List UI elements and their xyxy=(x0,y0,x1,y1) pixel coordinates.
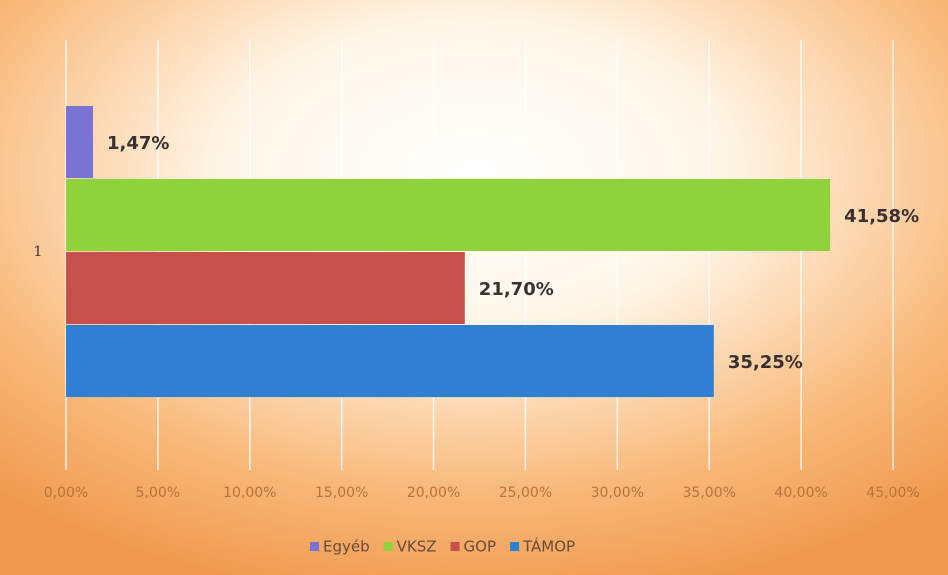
data-label: 35,25% xyxy=(728,352,803,373)
x-tick-label: 5,00% xyxy=(136,485,180,501)
data-label: 21,70% xyxy=(479,279,554,300)
legend-label: Egyéb xyxy=(323,538,370,556)
legend-label: GOP xyxy=(464,538,496,556)
x-tick-label: 20,00% xyxy=(407,485,460,501)
legend-swatch xyxy=(310,542,319,551)
x-tick-label: 45,00% xyxy=(866,485,919,501)
x-tick-label: 35,00% xyxy=(683,485,736,501)
legend-swatch xyxy=(510,542,520,551)
legend-swatch xyxy=(383,542,393,551)
bar xyxy=(66,179,831,251)
legend-label: TÁMOP xyxy=(522,537,575,556)
bar xyxy=(66,252,465,324)
x-tick-label: 0,00% xyxy=(44,485,88,501)
x-tick-label: 40,00% xyxy=(774,485,827,501)
legend-label: VKSZ xyxy=(397,538,437,556)
bar xyxy=(66,106,94,178)
x-tick-label: 10,00% xyxy=(223,485,276,501)
data-label: 41,58% xyxy=(844,206,919,227)
bar xyxy=(66,325,714,397)
y-tick-label: 1 xyxy=(34,244,43,260)
plot: 1,47% 41,58% 21,70% 35,25% xyxy=(66,106,919,397)
x-tick-label: 15,00% xyxy=(315,485,368,501)
x-tick-label: 30,00% xyxy=(591,485,644,501)
legend-swatch xyxy=(450,542,460,551)
x-tick-label: 25,00% xyxy=(499,485,552,501)
data-label: 1,47% xyxy=(107,133,169,154)
